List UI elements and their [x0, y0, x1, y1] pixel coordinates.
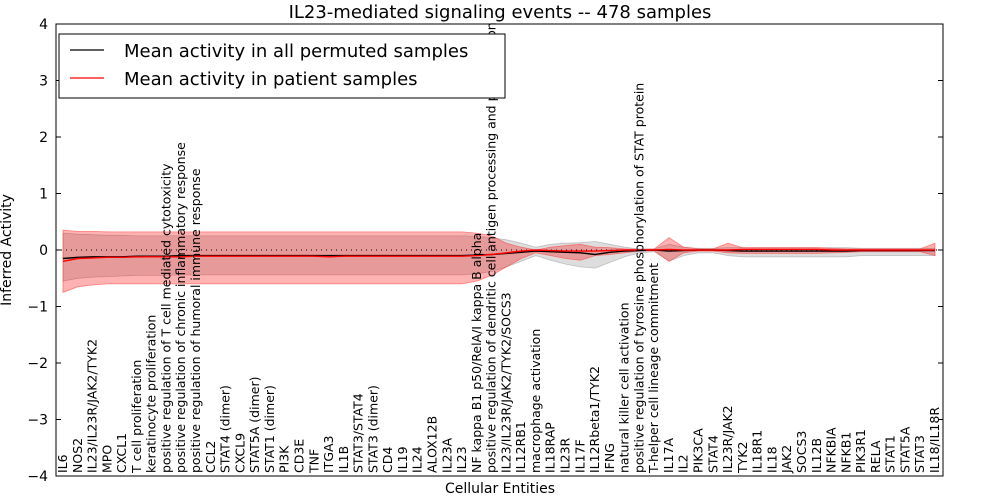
legend: Mean activity in all permuted samples Me… [58, 33, 506, 99]
x-tick-label: IL12RB1 [513, 421, 528, 473]
x-tick-label: IL18R1 [750, 430, 765, 473]
x-tick-label: PI3K [277, 445, 292, 473]
x-tick-label: RELA [868, 440, 883, 473]
plot-frame [55, 23, 944, 477]
y-axis-label: Inferred Activity [0, 194, 15, 306]
y-tick-label: −3 [27, 413, 48, 429]
y-tick-label: −2 [27, 356, 48, 372]
x-tick-label: STAT4 (dimer) [218, 385, 233, 473]
series-lines [62, 248, 935, 262]
x-tick-label: positive regulation of chronic inflammat… [173, 142, 188, 473]
x-tick-label: IL23R [558, 437, 573, 473]
x-tick-label: IL24 [410, 446, 425, 473]
x-tick-label: IL23R/JAK2 [720, 405, 735, 473]
y-tick-label: −1 [27, 300, 48, 316]
x-tick-label: IL23/IL23R/JAK2/TYK2/SOCS3 [498, 292, 513, 473]
x-tick-label: IL17A [661, 437, 676, 473]
x-tick-label: IL23A [439, 437, 454, 473]
x-tick-label: positive regulation of T cell mediated c… [159, 163, 174, 473]
x-tick-label: ITGA3 [321, 435, 336, 473]
y-tick-label: 2 [39, 130, 48, 146]
x-tick-label: STAT1 (dimer) [262, 385, 277, 473]
x-tick-label: IL18 [764, 446, 779, 473]
x-tick-label: SOCS3 [794, 431, 809, 473]
x-tick-label: IL1B [336, 446, 351, 473]
x-tick-label: IL12Rbeta1/TYK2 [587, 366, 602, 473]
x-tick-label: positive regulation of tyrosine phosphor… [631, 83, 646, 473]
x-tick-label: PIK3CA [691, 428, 706, 473]
band-patient [62, 229, 936, 293]
x-tick-label: MPO [99, 445, 114, 473]
x-tick-label: NF kappa B1 p50/RelA/I kappa B alpha [469, 233, 484, 473]
x-tick-label: TNF [306, 449, 321, 474]
x-tick-label: positive regulation of humoral immune re… [188, 168, 203, 473]
x-tick-label: TYK2 [735, 442, 750, 474]
confidence-bands [62, 229, 936, 293]
x-tick-label: ALOX12B [425, 416, 440, 473]
x-tick-label: CD4 [380, 447, 395, 473]
x-tick-label: STAT3/STAT4 [351, 393, 366, 473]
y-tick-label: −4 [27, 469, 48, 485]
legend-label-permuted: Mean activity in all permuted samples [124, 41, 468, 62]
x-tick-label: IL6 [55, 454, 70, 473]
x-tick-label: IL23/IL23R/JAK2/TYK2 [85, 339, 100, 473]
x-tick-label: T cell proliferation [129, 360, 144, 474]
y-tick-label: 3 [39, 74, 48, 90]
x-tick-label: CXCL1 [114, 433, 129, 473]
legend-label-patient: Mean activity in patient samples [124, 69, 418, 90]
y-ticks: 4 3 2 1 0 −1 −2 −3 −4 [27, 17, 943, 485]
x-tick-label: CXCL9 [232, 433, 247, 473]
y-tick-label: 1 [39, 187, 48, 203]
x-tick-label: NOS2 [70, 438, 85, 473]
x-tick-label: IL12B [809, 438, 824, 473]
x-tick-label: STAT5A [897, 426, 912, 473]
x-tick-label: STAT3 [912, 435, 927, 473]
line-patient-mean [62, 248, 935, 262]
legend-frame [58, 33, 506, 99]
x-tick-label: positive regulation of dendritic cell an… [484, 22, 499, 473]
x-tick-label: STAT5A (dimer) [247, 377, 262, 473]
y-tick-label: 4 [39, 17, 48, 33]
x-tick-label: IL17F [572, 439, 587, 473]
x-axis-label: Cellular Entities [445, 481, 555, 497]
x-tick-label: IL2 [676, 454, 691, 473]
x-tick-label: STAT4 [705, 435, 720, 473]
x-tick-label: IL19 [395, 446, 410, 473]
x-tick-label: NFKBIA [824, 427, 839, 473]
x-tick-label: CCL2 [203, 441, 218, 473]
x-tick-label: IL18RAP [543, 422, 558, 473]
x-tick-label: NFKB1 [838, 432, 853, 473]
x-tick-label: CD3E [292, 439, 307, 473]
x-tick-labels: IL6 NOS2 IL23/IL23R/JAK2/TYK2 MPO CXCL1 T cel… [55, 22, 942, 474]
x-tick-label: T-helper cell lineage commitment [646, 263, 661, 474]
x-tick-label: natural killer cell activation [617, 302, 632, 473]
chart-title: IL23-mediated signaling events -- 478 sa… [289, 2, 712, 23]
x-tick-label: IL23 [454, 446, 469, 473]
x-tick-label: PIK3R1 [853, 429, 868, 473]
x-tick-label: keratinocyte proliferation [144, 315, 159, 473]
x-tick-label: STAT3 (dimer) [365, 385, 380, 473]
x-tick-label: macrophage activation [528, 329, 543, 473]
x-tick-label: IL18/IL18R [927, 407, 942, 473]
x-tick-label: STAT1 [883, 435, 898, 473]
y-tick-label: 0 [39, 243, 48, 259]
x-tick-label: JAK2 [779, 445, 794, 474]
x-tick-label: IFNG [602, 443, 617, 473]
